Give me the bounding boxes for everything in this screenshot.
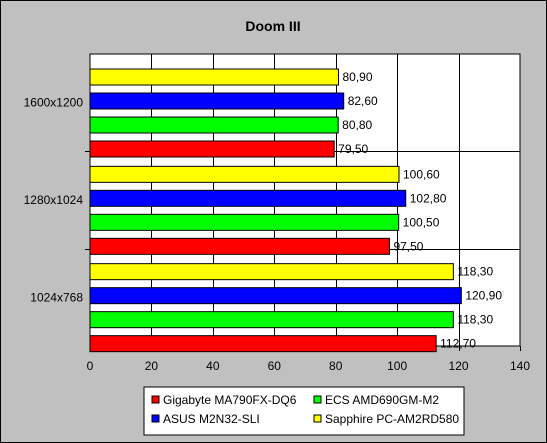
data-label: 112,70 (440, 337, 476, 351)
data-label: 100,60 (403, 167, 440, 181)
data-label: 80,80 (342, 118, 372, 132)
legend-swatch (151, 414, 160, 423)
bar (89, 311, 454, 329)
bar (89, 189, 407, 207)
x-tick-label: 40 (206, 359, 220, 373)
x-tick-label: 0 (87, 359, 94, 373)
x-tick-label: 100 (387, 359, 407, 373)
data-label: 82,60 (348, 94, 378, 108)
data-label: 102,80 (410, 191, 447, 205)
chart-title: Doom III (245, 18, 300, 34)
bar (89, 92, 345, 110)
legend (143, 386, 465, 436)
legend-label: ASUS M2N32-SLI (163, 412, 260, 426)
data-label: 79,50 (338, 142, 368, 156)
x-tick-label: 140 (510, 359, 530, 373)
legend-swatch (313, 395, 322, 404)
legend-label: Gigabyte MA790FX-DQ6 (163, 393, 297, 407)
data-label: 100,50 (403, 215, 440, 229)
legend-label: Sapphire PC-AM2RD580 (325, 412, 459, 426)
x-tick-label: 60 (268, 359, 282, 373)
category-label: 1600x1200 (24, 96, 84, 110)
data-label: 118,30 (457, 313, 493, 327)
category-label: 1280x1024 (24, 193, 84, 207)
bar (89, 263, 454, 281)
legend-label: ECS AMD690GM-M2 (325, 393, 439, 407)
bar (89, 165, 400, 183)
legend-swatch (313, 414, 322, 423)
data-label: 118,30 (457, 265, 493, 279)
bar (89, 68, 339, 86)
x-tick-label: 120 (449, 359, 469, 373)
x-tick-label: 80 (329, 359, 343, 373)
bar (89, 213, 400, 231)
data-label: 97,50 (393, 239, 423, 253)
legend-swatch (151, 395, 160, 404)
category-label: 1024x768 (30, 290, 83, 304)
data-label: 120,90 (465, 289, 502, 303)
bar (89, 287, 462, 305)
bar (89, 140, 335, 158)
x-tick-label: 20 (145, 359, 159, 373)
bar (89, 335, 437, 353)
data-label: 80,90 (342, 70, 372, 84)
bar (89, 116, 339, 134)
bar (89, 237, 390, 255)
